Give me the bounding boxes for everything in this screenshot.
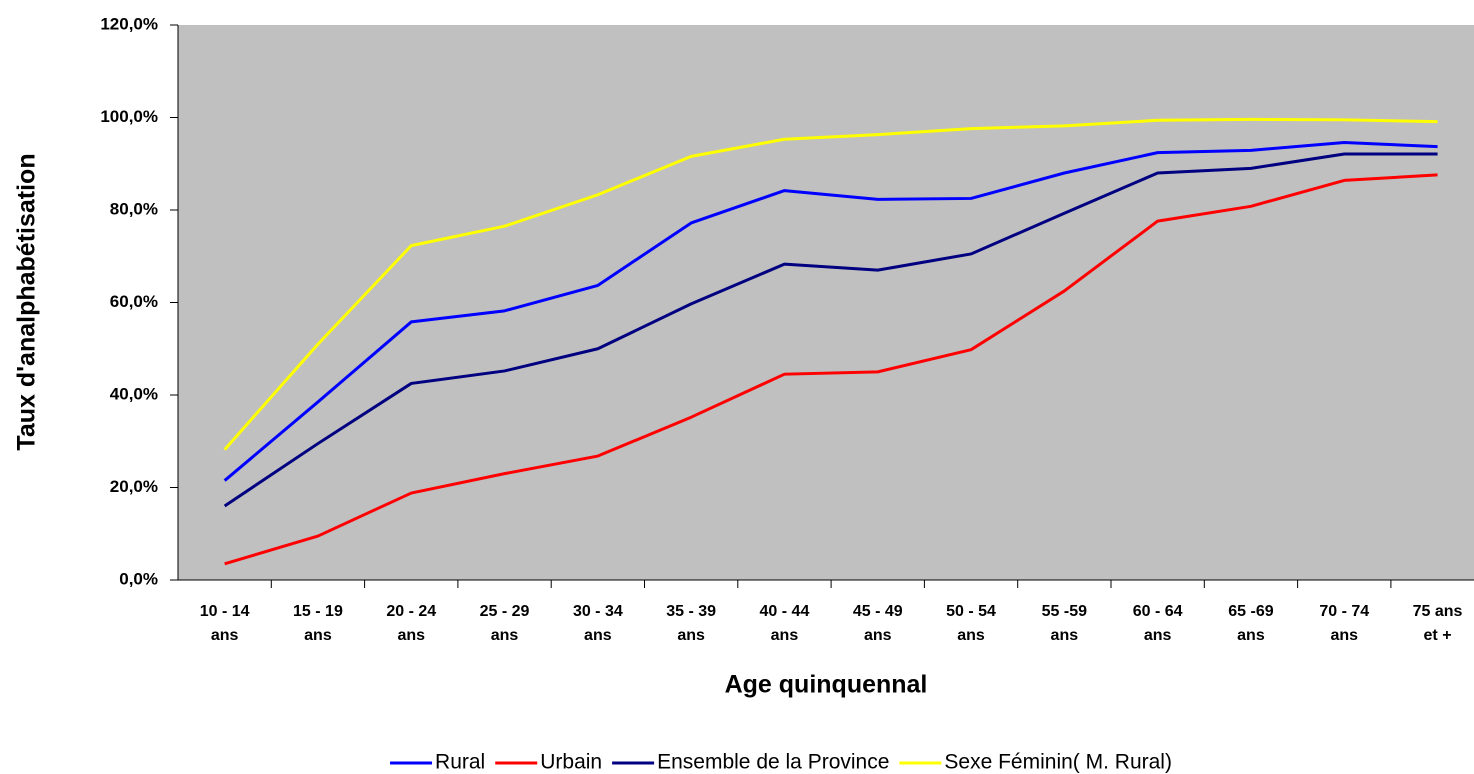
y-tick-label: 80,0% xyxy=(110,199,158,218)
legend-label: Ensemble de la Province xyxy=(657,751,889,774)
legend-label: Rural xyxy=(435,751,485,774)
y-tick-label: 40,0% xyxy=(110,384,158,403)
x-tick-label: ans xyxy=(1051,627,1079,644)
plot-area xyxy=(178,25,1474,580)
x-tick-label: et + xyxy=(1424,627,1452,644)
x-tick-label: ans xyxy=(864,627,892,644)
x-tick-label: ans xyxy=(677,627,705,644)
x-tick-label: 40 - 44 xyxy=(760,603,810,620)
y-tick-label: 120,0% xyxy=(100,14,158,33)
x-tick-label: ans xyxy=(771,627,799,644)
series-line xyxy=(223,152,1438,508)
x-tick-label: ans xyxy=(491,627,519,644)
legend: Rural Urbain Ensemble de la Province Sexe F… xyxy=(390,751,1172,774)
legend-label: Urbain xyxy=(540,751,602,774)
x-tick-label: 30 - 34 xyxy=(573,603,623,620)
legend-label: Sexe Féminin( M. Rural) xyxy=(944,751,1172,774)
x-tick-label: 15 - 19 xyxy=(293,603,343,620)
x-tick-label: 50 - 54 xyxy=(946,603,996,620)
x-tick-label: ans xyxy=(211,627,239,644)
series-line xyxy=(223,140,1438,482)
series-line xyxy=(224,173,1438,566)
y-axis-label: Taux d'analphabétisation xyxy=(13,153,41,450)
x-tick-label: 10 - 14 xyxy=(200,603,250,620)
x-tick-label: 75 ans xyxy=(1413,603,1463,620)
x-tick-label: ans xyxy=(584,627,612,644)
x-tick-label: 20 - 24 xyxy=(386,603,436,620)
series-line xyxy=(223,117,1438,451)
x-tick-label: 70 - 74 xyxy=(1319,603,1369,620)
x-tick-label: 35 - 39 xyxy=(666,603,716,620)
x-axis-label: Age quinquennal xyxy=(725,671,928,699)
x-tick-label: ans xyxy=(1144,627,1172,644)
x-tick-label: 60 - 64 xyxy=(1133,603,1183,620)
y-tick-label: 100,0% xyxy=(100,107,158,126)
y-tick-label: 0,0% xyxy=(119,569,158,588)
y-tick-label: 20,0% xyxy=(110,477,158,496)
x-tick-label: 55 -59 xyxy=(1042,603,1087,620)
x-tick-label: 65 -69 xyxy=(1228,603,1273,620)
x-tick-label: ans xyxy=(1330,627,1358,644)
y-tick-label: 60,0% xyxy=(110,292,158,311)
x-tick-label: ans xyxy=(397,627,425,644)
x-tick-label: ans xyxy=(1237,627,1265,644)
x-tick-label: 45 - 49 xyxy=(853,603,903,620)
x-tick-label: 25 - 29 xyxy=(480,603,530,620)
x-tick-label: ans xyxy=(957,627,985,644)
x-tick-label: ans xyxy=(304,627,332,644)
